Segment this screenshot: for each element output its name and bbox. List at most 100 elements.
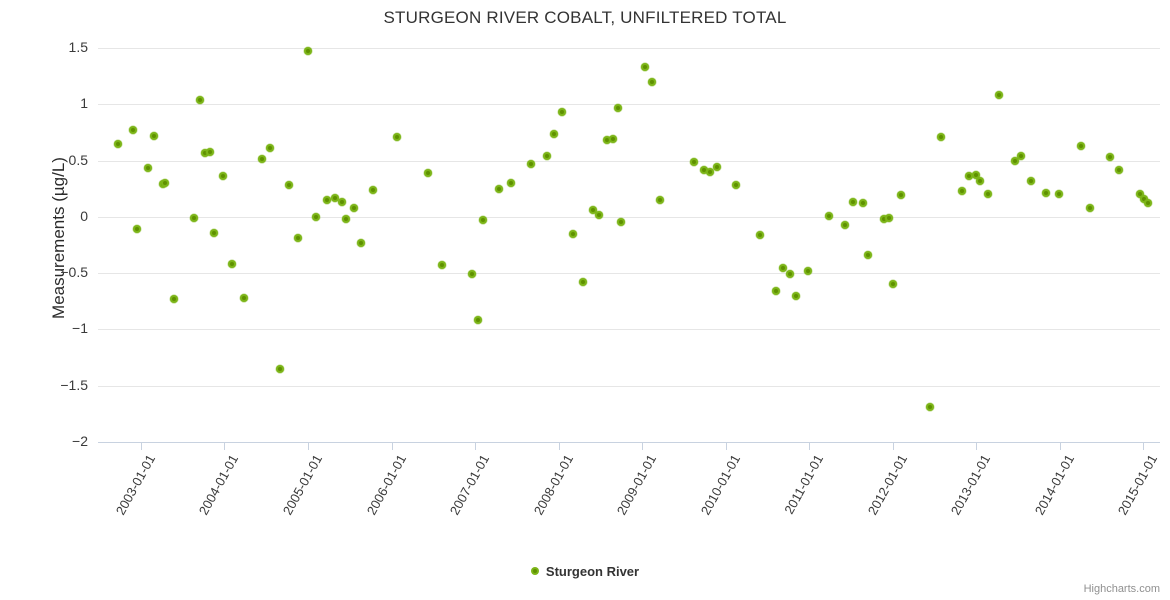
- data-point[interactable]: [479, 216, 488, 225]
- data-point[interactable]: [114, 139, 123, 148]
- data-point[interactable]: [227, 260, 236, 269]
- data-point[interactable]: [265, 144, 274, 153]
- data-point[interactable]: [1085, 203, 1094, 212]
- data-point[interactable]: [791, 291, 800, 300]
- data-point[interactable]: [341, 215, 350, 224]
- data-point[interactable]: [506, 179, 515, 188]
- data-point[interactable]: [206, 147, 215, 156]
- data-point[interactable]: [495, 184, 504, 193]
- data-point[interactable]: [972, 171, 981, 180]
- data-point[interactable]: [1135, 190, 1144, 199]
- data-point[interactable]: [201, 148, 210, 157]
- data-point[interactable]: [349, 203, 358, 212]
- data-point[interactable]: [608, 135, 617, 144]
- data-point[interactable]: [888, 280, 897, 289]
- data-point[interactable]: [880, 215, 889, 224]
- data-point[interactable]: [613, 103, 622, 112]
- data-point[interactable]: [603, 136, 612, 145]
- data-point[interactable]: [975, 176, 984, 185]
- data-point[interactable]: [209, 228, 218, 237]
- data-point[interactable]: [1042, 189, 1051, 198]
- data-point[interactable]: [926, 403, 935, 412]
- data-point[interactable]: [897, 191, 906, 200]
- data-point[interactable]: [731, 181, 740, 190]
- data-point[interactable]: [550, 129, 559, 138]
- data-point[interactable]: [1010, 156, 1019, 165]
- x-axis-tick-label: 2010-01-01: [697, 452, 743, 518]
- data-point[interactable]: [467, 270, 476, 279]
- data-point[interactable]: [338, 198, 347, 207]
- data-point[interactable]: [825, 211, 834, 220]
- data-point[interactable]: [369, 185, 378, 194]
- data-point[interactable]: [803, 266, 812, 275]
- x-axis-tick: [1143, 443, 1145, 450]
- data-point[interactable]: [189, 213, 198, 222]
- data-point[interactable]: [578, 278, 587, 287]
- data-point[interactable]: [542, 152, 551, 161]
- data-point[interactable]: [994, 91, 1003, 100]
- data-point[interactable]: [473, 316, 482, 325]
- data-point[interactable]: [150, 131, 159, 140]
- data-point[interactable]: [218, 172, 227, 181]
- data-point[interactable]: [648, 77, 657, 86]
- data-point[interactable]: [771, 287, 780, 296]
- data-point[interactable]: [239, 293, 248, 302]
- data-point[interactable]: [1115, 165, 1124, 174]
- data-point[interactable]: [169, 295, 178, 304]
- data-point[interactable]: [284, 181, 293, 190]
- data-point[interactable]: [848, 198, 857, 207]
- data-point[interactable]: [312, 212, 321, 221]
- data-point[interactable]: [779, 263, 788, 272]
- data-point[interactable]: [392, 132, 401, 141]
- data-point[interactable]: [885, 213, 894, 222]
- legend-item-sturgeon-river[interactable]: Sturgeon River: [530, 564, 639, 579]
- data-point[interactable]: [841, 220, 850, 229]
- data-point[interactable]: [161, 179, 170, 188]
- data-point[interactable]: [785, 270, 794, 279]
- data-point[interactable]: [196, 95, 205, 104]
- data-point[interactable]: [437, 261, 446, 270]
- data-point[interactable]: [689, 157, 698, 166]
- data-point[interactable]: [755, 230, 764, 239]
- y-axis-tick-label: −1: [72, 320, 88, 337]
- data-point[interactable]: [864, 251, 873, 260]
- data-point[interactable]: [1054, 190, 1063, 199]
- data-point[interactable]: [656, 195, 665, 204]
- data-point[interactable]: [276, 364, 285, 373]
- data-point[interactable]: [964, 172, 973, 181]
- data-point[interactable]: [1140, 194, 1149, 203]
- credits-link[interactable]: Highcharts.com: [1083, 583, 1160, 595]
- gridline: [98, 385, 1160, 387]
- data-point[interactable]: [705, 167, 714, 176]
- data-point[interactable]: [128, 126, 137, 135]
- data-point[interactable]: [713, 163, 722, 172]
- data-point[interactable]: [1076, 141, 1085, 150]
- data-point[interactable]: [1144, 199, 1153, 208]
- data-point[interactable]: [859, 199, 868, 208]
- data-point[interactable]: [424, 168, 433, 177]
- data-point[interactable]: [330, 193, 339, 202]
- data-point[interactable]: [699, 165, 708, 174]
- data-point[interactable]: [323, 195, 332, 204]
- data-point[interactable]: [143, 164, 152, 173]
- data-point[interactable]: [1016, 152, 1025, 161]
- data-point[interactable]: [983, 190, 992, 199]
- data-point[interactable]: [640, 63, 649, 72]
- data-point[interactable]: [568, 229, 577, 238]
- data-point[interactable]: [588, 206, 597, 215]
- data-point[interactable]: [303, 47, 312, 56]
- data-point[interactable]: [557, 108, 566, 117]
- data-point[interactable]: [356, 238, 365, 247]
- data-point[interactable]: [1105, 153, 1114, 162]
- data-point[interactable]: [617, 218, 626, 227]
- data-point[interactable]: [258, 155, 267, 164]
- data-point[interactable]: [1026, 176, 1035, 185]
- data-point[interactable]: [958, 186, 967, 195]
- gridline: [98, 273, 1160, 275]
- data-point[interactable]: [937, 132, 946, 141]
- data-point[interactable]: [594, 210, 603, 219]
- data-point[interactable]: [527, 159, 536, 168]
- data-point[interactable]: [293, 234, 302, 243]
- y-axis-tick-labels: 1.5 1 0.5 0 −0.5 −1 −1.5 −2: [0, 0, 88, 600]
- data-point[interactable]: [132, 225, 141, 234]
